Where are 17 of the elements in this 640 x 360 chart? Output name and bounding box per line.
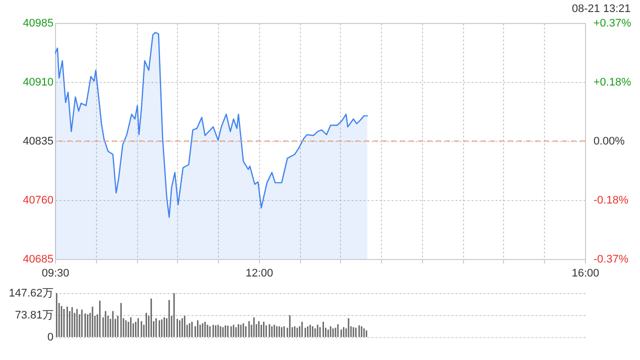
y-tick-label: 40760 xyxy=(22,194,54,206)
x-tick-label: 16:00 xyxy=(572,268,600,280)
x-tick-label: 12:00 xyxy=(246,268,274,280)
y-tick-label: 147.62万 xyxy=(8,288,54,300)
text: 08-21 13:21 xyxy=(572,3,631,15)
y2-tick-label: -0.37% xyxy=(594,254,629,266)
y2-tick-label: 0.00% xyxy=(594,136,625,148)
y2-tick-label: -0.18% xyxy=(594,194,629,207)
y-tick-label: 0 xyxy=(47,332,54,344)
y2-tick-label: +0.37% xyxy=(594,18,632,30)
y-tick-label: 40910 xyxy=(22,76,54,88)
x-tick-label: 09:30 xyxy=(42,268,70,280)
y-tick-label: 73.81万 xyxy=(14,310,54,322)
y2-tick-label: +0.18% xyxy=(594,76,632,88)
y-tick-label: 40985 xyxy=(22,18,54,30)
y-tick-label: 40835 xyxy=(22,136,54,148)
y-tick-label: 40685 xyxy=(22,254,54,266)
